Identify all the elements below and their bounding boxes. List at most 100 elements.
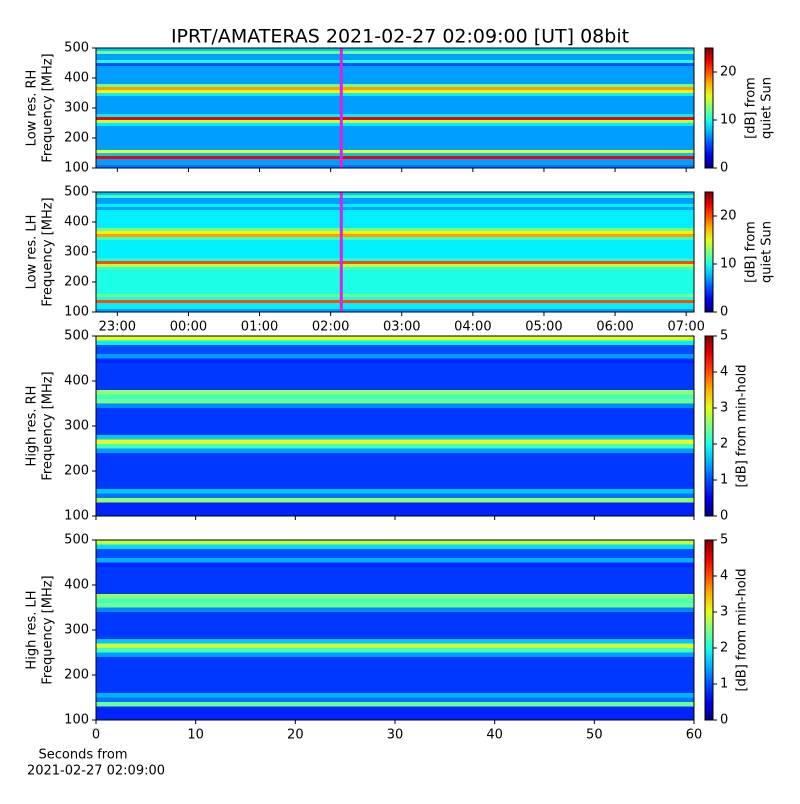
spectrum-band: [96, 340, 694, 345]
x-tick-label: 30: [387, 728, 404, 743]
spectrum-band: [96, 237, 694, 240]
spectrum-band: [96, 540, 694, 545]
spectrum-band: [96, 60, 694, 63]
spectrum-band: [96, 264, 694, 267]
spectrum-band: [96, 63, 694, 66]
colorbar: [704, 47, 714, 169]
y-axis-label: Frequency [MHz]: [41, 575, 56, 684]
colorbar: [704, 335, 714, 517]
spectrum-band: [96, 403, 694, 408]
spectrum-band: [96, 150, 694, 153]
spectrum-band: [96, 54, 694, 60]
spectrum-band: [96, 120, 694, 123]
y-tick-label: 100: [64, 713, 89, 728]
spectrum-band: [96, 408, 694, 435]
colorbar-tick-label: 20: [720, 209, 737, 224]
y-tick-label: 500: [64, 41, 89, 56]
spectrum-band: [96, 309, 694, 312]
spectrum-band: [96, 598, 694, 603]
y-tick-label: 300: [64, 245, 89, 260]
spectrum-band: [96, 93, 694, 96]
spectrum-band: [96, 358, 694, 363]
colorbar: [704, 539, 714, 721]
colorbar-label: quiet Sun: [760, 221, 775, 283]
spectrum-band: [96, 48, 694, 51]
spectrum-band: [96, 439, 694, 444]
spectrum-band: [96, 336, 694, 341]
spectrum-band: [96, 697, 694, 702]
spectrum-band: [96, 657, 694, 693]
x-axis-label: 2021-02-27 02:09:00: [27, 764, 165, 779]
spectrum-band: [96, 562, 694, 567]
y-tick-label: 200: [64, 131, 89, 146]
spectrum-band: [96, 297, 694, 300]
spectrum-band: [96, 394, 694, 399]
spectrum-band: [96, 558, 694, 563]
y-axis-label: High res. LH: [25, 590, 40, 669]
colorbar-tick-label: 10: [720, 257, 737, 272]
y-tick-label: 400: [64, 374, 89, 389]
spectrum-band: [96, 300, 694, 303]
y-tick-label: 100: [64, 509, 89, 524]
spectrum-band: [96, 706, 694, 720]
y-tick-label: 300: [64, 623, 89, 638]
spectrum-band: [96, 435, 694, 440]
colorbar-tick-label: 10: [720, 113, 737, 128]
spectrum-band: [96, 126, 694, 150]
spectrum-band: [96, 489, 694, 494]
spectrum-band: [96, 354, 694, 359]
spectrum-band: [96, 448, 694, 453]
spectrum-band: [96, 165, 694, 168]
spectrum-band: [96, 270, 694, 294]
spectrum-band: [96, 643, 694, 648]
spectrum-band: [96, 117, 694, 120]
colorbar-tick-label: 4: [720, 365, 728, 380]
spectrum-band: [96, 87, 694, 90]
x-tick-label: 02:00: [312, 320, 349, 335]
spectrum-band: [96, 498, 694, 503]
spectrum-band: [96, 702, 694, 707]
x-tick-label: 20: [287, 728, 304, 743]
y-tick-label: 400: [64, 215, 89, 230]
y-axis-label: Low res. LH: [25, 215, 40, 290]
spectrum-band: [96, 303, 694, 309]
x-tick-label: 03:00: [383, 320, 420, 335]
y-tick-label: 100: [64, 161, 89, 176]
spectrum-band: [96, 231, 694, 234]
spectrum-band: [96, 607, 694, 612]
spectrum-band: [96, 693, 694, 698]
figure-title: IPRT/AMATERAS 2021-02-27 02:09:00 [UT] 0…: [171, 26, 629, 48]
y-tick-label: 200: [64, 668, 89, 683]
spectrum-band: [96, 612, 694, 639]
spectrum-band: [96, 363, 694, 390]
x-tick-label: 0: [92, 728, 100, 743]
colorbar-tick-label: 1: [720, 677, 728, 692]
spectrum-band: [96, 444, 694, 449]
colorbar-tick-label: 2: [720, 437, 728, 452]
y-axis-label: Frequency [MHz]: [41, 197, 56, 306]
spectrum-band: [96, 345, 694, 354]
y-tick-label: 300: [64, 419, 89, 434]
spectrum-band: [96, 261, 694, 264]
colorbar-label: [dB] from min-hold: [735, 364, 750, 487]
x-tick-label: 04:00: [454, 320, 491, 335]
colorbar: [704, 191, 714, 313]
y-tick-label: 100: [64, 305, 89, 320]
spectrum-band: [96, 195, 694, 198]
spectrum-band: [96, 114, 694, 117]
y-tick-label: 500: [64, 185, 89, 200]
spectrum-band: [96, 153, 694, 156]
spectrum-band: [96, 639, 694, 644]
x-tick-label: 07:00: [667, 320, 704, 335]
colorbar-tick-label: 0: [720, 161, 728, 176]
colorbar-label: [dB] from min-hold: [735, 568, 750, 691]
colorbar-label: quiet Sun: [760, 77, 775, 139]
y-tick-label: 400: [64, 71, 89, 86]
colorbar-tick-label: 3: [720, 605, 728, 620]
y-axis-label: Low res. RH: [25, 70, 40, 147]
spectrum-band: [96, 84, 694, 87]
spectrum-band: [96, 51, 694, 54]
spectrum-band: [96, 240, 694, 258]
x-tick-label: 06:00: [596, 320, 633, 335]
